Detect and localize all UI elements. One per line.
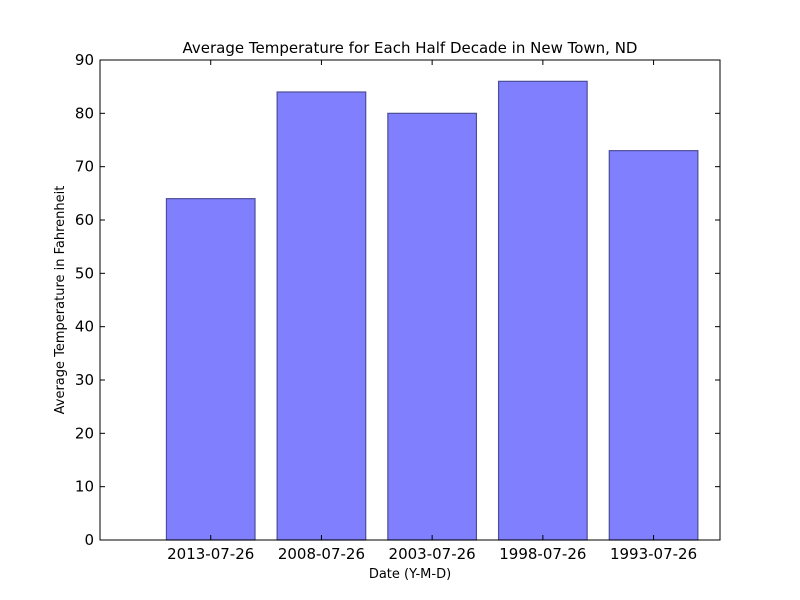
x-tick-label: 2008-07-26 bbox=[278, 545, 365, 563]
bar-2013-07-26 bbox=[165, 198, 256, 541]
y-tick-label: 30 bbox=[75, 371, 94, 389]
bar-2003-07-26 bbox=[387, 112, 478, 541]
y-tick-label: 50 bbox=[75, 264, 94, 282]
y-axis-title: Average Temperature in Fahrenheit bbox=[53, 186, 68, 415]
y-tick-label: 40 bbox=[75, 318, 94, 336]
y-tick-label: 20 bbox=[75, 424, 94, 442]
y-axis-ticks: 0 10 20 30 40 50 60 70 80 90 bbox=[75, 51, 720, 549]
y-tick-label: 90 bbox=[75, 51, 94, 69]
bar-2008-07-26 bbox=[276, 91, 367, 541]
x-axis-title: Date (Y-M-D) bbox=[369, 567, 451, 582]
x-tick-label: 2013-07-26 bbox=[167, 545, 254, 563]
plot-area-frame bbox=[99, 59, 721, 541]
x-axis-ticks: 2013-07-26 2008-07-26 2003-07-26 1998-07-26… bbox=[167, 60, 697, 563]
y-tick-label: 0 bbox=[84, 531, 94, 549]
bar-1998-07-26 bbox=[497, 80, 588, 541]
x-tick-label: 2003-07-26 bbox=[389, 545, 476, 563]
bars bbox=[165, 80, 699, 541]
x-tick-label: 1993-07-26 bbox=[610, 545, 697, 563]
bar-1993-07-26 bbox=[608, 150, 699, 541]
y-tick-label: 60 bbox=[75, 211, 94, 229]
chart-title: Average Temperature for Each Half Decade… bbox=[183, 39, 638, 57]
y-tick-label: 70 bbox=[75, 158, 94, 176]
x-tick-label: 1998-07-26 bbox=[499, 545, 586, 563]
y-tick-label: 80 bbox=[75, 104, 94, 122]
y-tick-label: 10 bbox=[75, 478, 94, 496]
